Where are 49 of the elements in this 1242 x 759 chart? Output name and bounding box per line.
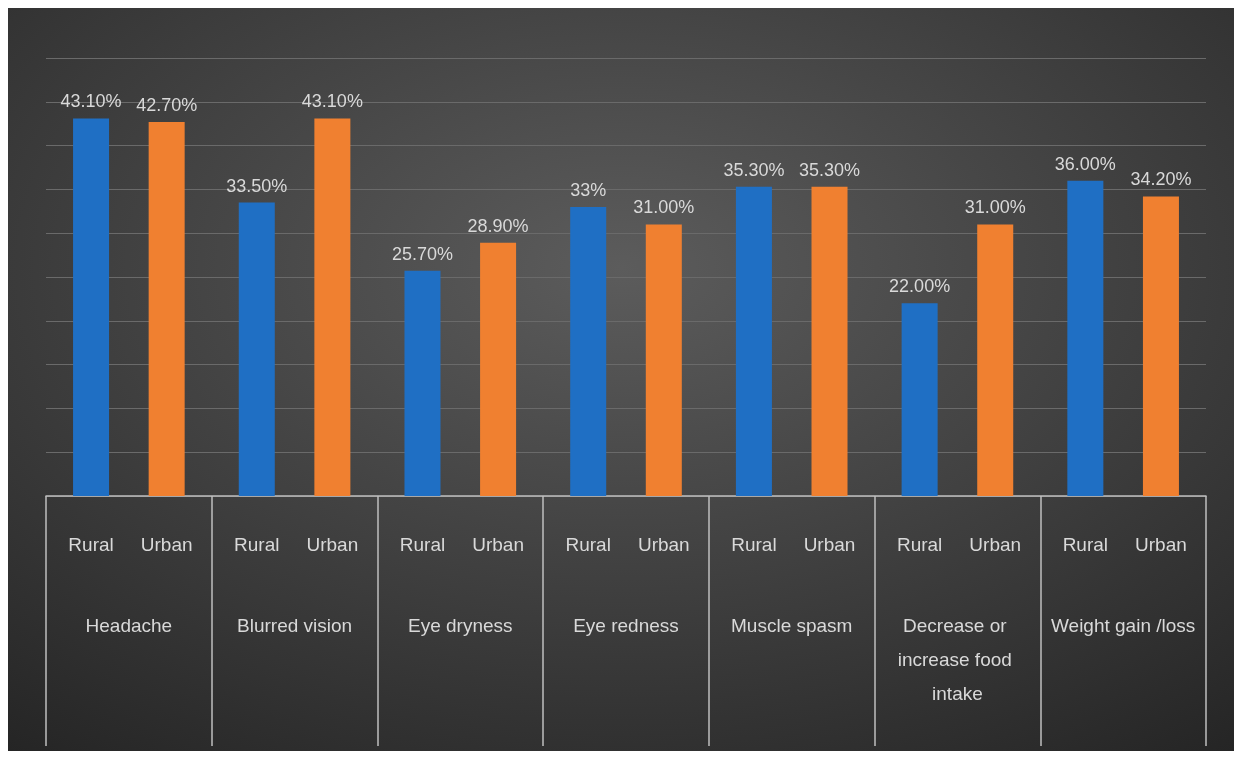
data-label: 35.30%	[723, 159, 785, 180]
x-tick-label: Eye dryness	[408, 614, 513, 636]
bar	[645, 224, 682, 496]
bar	[238, 202, 275, 496]
bar	[314, 118, 351, 496]
x-tick-label: Eye redness	[573, 614, 679, 636]
bar	[735, 186, 772, 496]
bar	[1067, 180, 1104, 496]
data-label: 31.00%	[633, 197, 695, 218]
bar	[901, 303, 938, 496]
bar	[977, 224, 1014, 496]
bar	[404, 270, 441, 496]
data-label: 43.10%	[301, 91, 363, 112]
bar	[148, 121, 185, 496]
bar	[1142, 196, 1179, 496]
x-tick-label: Blurred vision	[237, 614, 353, 636]
text: Rural	[68, 533, 114, 555]
text: Urban	[306, 533, 359, 555]
text: Rural	[234, 533, 280, 555]
data-label: 33%	[570, 179, 607, 200]
text: Urban	[1135, 533, 1187, 555]
text: Rural	[399, 533, 446, 555]
data-label: 34.20%	[1130, 169, 1192, 190]
data-label: 42.70%	[136, 94, 198, 115]
data-label: 43.10%	[60, 91, 122, 112]
text: Urban	[637, 533, 690, 555]
data-label: 31.00%	[964, 197, 1026, 218]
text: Urban	[140, 533, 193, 555]
text: Urban	[803, 533, 856, 555]
bar	[811, 186, 848, 496]
x-tick-label: Decrease or increase food intake	[897, 614, 1018, 704]
bar	[570, 206, 607, 496]
x-tick-label: Muscle spasm	[731, 614, 853, 636]
bar	[480, 242, 517, 496]
text: Urban	[472, 533, 524, 555]
text: Rural	[896, 533, 943, 555]
text: Urban	[969, 533, 1022, 555]
bar	[73, 118, 110, 496]
data-label: 36.00%	[1054, 153, 1116, 174]
x-tick-label: Weight gain /loss	[1050, 614, 1196, 636]
data-label: 35.30%	[798, 159, 861, 180]
data-label: 25.70%	[391, 243, 454, 264]
text: Rural	[731, 533, 777, 555]
text: Rural	[565, 533, 611, 555]
series-label: Rural	[1062, 533, 1109, 555]
x-tick-label: Headache	[85, 614, 173, 636]
data-label: 28.90%	[467, 215, 529, 236]
data-label: 33.50%	[226, 175, 288, 196]
data-label: 22.00%	[889, 276, 951, 297]
